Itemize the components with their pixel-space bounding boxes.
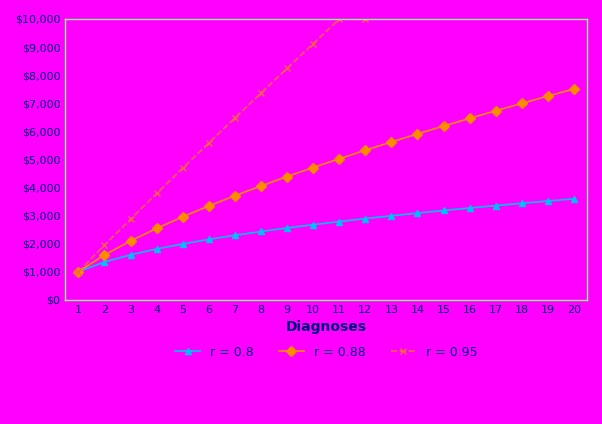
r = 0.8 <box>179 241 187 246</box>
r = 0.88 <box>492 108 499 113</box>
r = 0.95 <box>284 66 291 71</box>
r = 0.8 <box>75 269 82 274</box>
r = 0.8 <box>205 237 213 242</box>
r = 0.88 <box>75 269 82 274</box>
r = 0.88 <box>101 252 108 257</box>
r = 0.88 <box>284 174 291 179</box>
r = 0.88 <box>544 94 551 99</box>
r = 0.8 <box>466 206 473 211</box>
r = 0.88 <box>414 131 421 137</box>
r = 0.8 <box>258 229 265 234</box>
r = 0.8 <box>101 259 108 265</box>
r = 0.88 <box>127 238 134 243</box>
r = 0.8 <box>127 252 134 257</box>
r = 0.8 <box>544 198 551 204</box>
r = 0.88 <box>153 226 160 231</box>
r = 0.88 <box>440 123 447 128</box>
r = 0.88 <box>205 204 213 209</box>
r = 0.8 <box>362 216 369 221</box>
r = 0.95 <box>309 41 317 46</box>
r = 0.95 <box>231 115 238 120</box>
r = 0.8 <box>388 213 395 218</box>
r = 0.88 <box>258 184 265 189</box>
r = 0.8 <box>570 196 577 201</box>
r = 0.95 <box>75 269 82 274</box>
r = 0.95 <box>101 243 108 248</box>
Line: r = 0.8: r = 0.8 <box>75 195 577 275</box>
Line: r = 0.95: r = 0.95 <box>75 16 369 275</box>
r = 0.95 <box>258 90 265 95</box>
r = 0.88 <box>466 116 473 121</box>
Legend: r = 0.8, r = 0.88, r = 0.95: r = 0.8, r = 0.88, r = 0.95 <box>170 340 482 364</box>
r = 0.88 <box>362 148 369 153</box>
r = 0.88 <box>309 165 317 170</box>
r = 0.95 <box>362 17 369 22</box>
r = 0.95 <box>179 165 187 170</box>
r = 0.88 <box>388 139 395 145</box>
r = 0.95 <box>127 217 134 222</box>
r = 0.8 <box>231 233 238 238</box>
r = 0.8 <box>284 226 291 231</box>
r = 0.8 <box>309 222 317 227</box>
r = 0.95 <box>335 17 343 22</box>
r = 0.88 <box>335 156 343 161</box>
r = 0.95 <box>153 191 160 196</box>
r = 0.88 <box>570 86 577 92</box>
r = 0.8 <box>153 246 160 251</box>
r = 0.88 <box>518 101 526 106</box>
r = 0.88 <box>179 214 187 219</box>
r = 0.95 <box>205 140 213 145</box>
r = 0.8 <box>518 201 526 206</box>
r = 0.8 <box>335 219 343 224</box>
r = 0.8 <box>440 208 447 213</box>
Line: r = 0.88: r = 0.88 <box>75 86 577 275</box>
X-axis label: Diagnoses: Diagnoses <box>286 320 367 334</box>
r = 0.8 <box>492 203 499 208</box>
r = 0.88 <box>231 193 238 198</box>
r = 0.8 <box>414 211 421 216</box>
